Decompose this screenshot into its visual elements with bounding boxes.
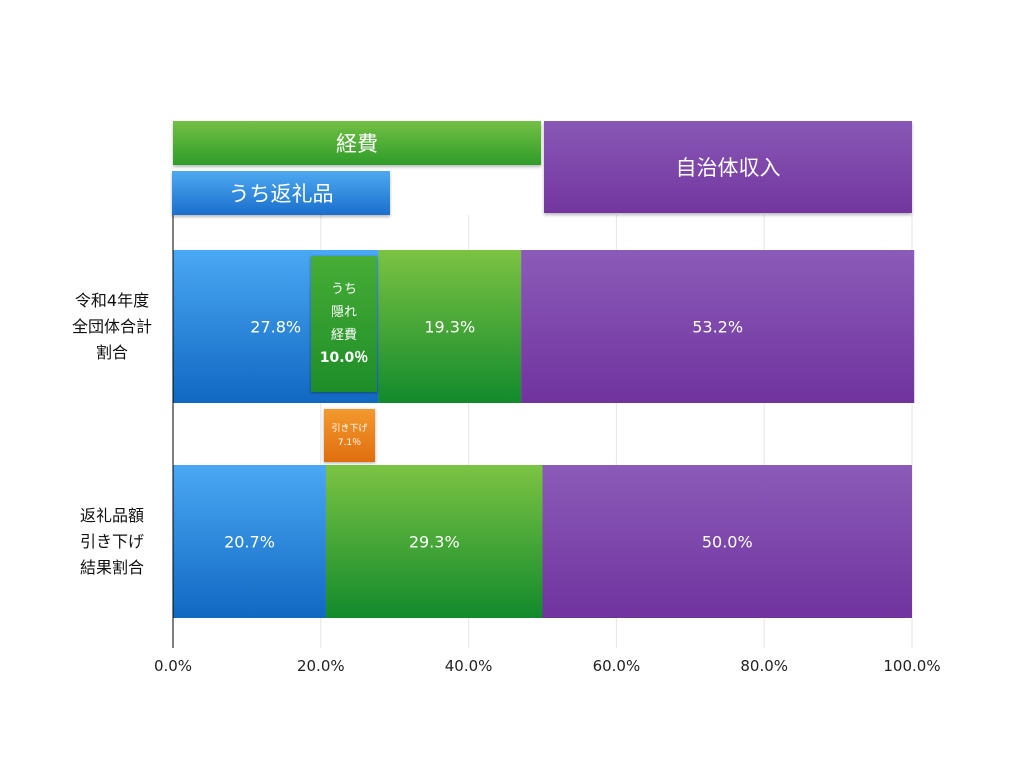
x-tick-label: 20.0%	[297, 657, 345, 675]
x-tick-label: 100.0%	[883, 657, 940, 675]
x-tick-label: 40.0%	[445, 657, 493, 675]
hidden-expense-line-1: うち	[330, 282, 357, 297]
legend-box-gift: うち返礼品	[172, 171, 390, 215]
hidden-expense-value: 10.0％	[319, 350, 369, 366]
data-label: 19.3%	[424, 318, 475, 337]
category-label-line: 令和4年度	[74, 290, 150, 310]
data-label: 50.0%	[702, 533, 753, 552]
bar-segment	[378, 250, 522, 403]
legend-box-expense: 経費	[173, 121, 541, 165]
bar-segment	[542, 465, 912, 618]
category-label-reduced: 返礼品額引き下げ結果割合	[52, 503, 172, 581]
x-tick-label: 60.0%	[593, 657, 641, 675]
reduction-callout: 引き下げ 7.1％	[324, 409, 375, 462]
category-label-line: 引き下げ	[79, 531, 144, 551]
hidden-expense-callout: うち 隠れ 経費 10.0％	[311, 256, 377, 392]
category-label-line: 割合	[95, 342, 128, 362]
category-label-current: 令和4年度全団体合計割合	[52, 288, 172, 366]
data-label: 53.2%	[692, 318, 743, 337]
data-label: 29.3%	[409, 533, 460, 552]
reduction-label: 引き下げ	[331, 423, 368, 434]
hidden-expense-line-2: 隠れ	[330, 305, 357, 320]
bar-segment	[325, 465, 543, 618]
bar-segment	[521, 250, 915, 403]
legend-box-revenue: 自治体収入	[544, 121, 912, 213]
data-label: 20.7%	[224, 533, 275, 552]
category-label-line: 結果割合	[79, 557, 144, 577]
x-tick-label: 0.0%	[154, 657, 192, 675]
data-label: 27.8%	[250, 318, 301, 337]
category-label-line: 返礼品額	[79, 505, 144, 525]
bar-segment	[173, 465, 326, 618]
category-label-line: 全団体合計	[71, 316, 152, 336]
reduction-value: 7.1％	[337, 437, 362, 448]
x-tick-label: 80.0%	[740, 657, 788, 675]
hidden-expense-line-3: 経費	[330, 328, 357, 343]
